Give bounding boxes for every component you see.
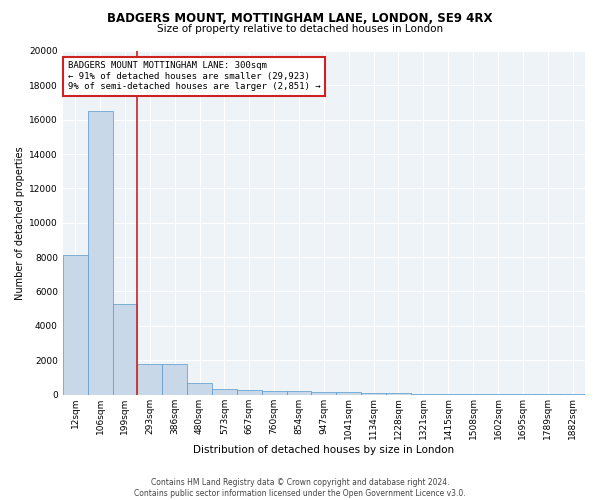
X-axis label: Distribution of detached houses by size in London: Distribution of detached houses by size …: [193, 445, 454, 455]
Bar: [88, 111, 113, 395]
Bar: [162, 364, 187, 394]
Bar: [212, 388, 237, 394]
Bar: [337, 392, 361, 394]
Text: Size of property relative to detached houses in London: Size of property relative to detached ho…: [157, 24, 443, 34]
Bar: [287, 392, 311, 394]
Bar: [137, 364, 162, 394]
Bar: [187, 382, 212, 394]
Bar: [311, 392, 337, 394]
Bar: [63, 256, 88, 394]
Text: Contains HM Land Registry data © Crown copyright and database right 2024.
Contai: Contains HM Land Registry data © Crown c…: [134, 478, 466, 498]
Bar: [237, 390, 262, 394]
Bar: [262, 391, 287, 394]
Text: BADGERS MOUNT, MOTTINGHAM LANE, LONDON, SE9 4RX: BADGERS MOUNT, MOTTINGHAM LANE, LONDON, …: [107, 12, 493, 26]
Bar: [361, 393, 386, 394]
Bar: [113, 304, 137, 394]
Bar: [386, 393, 411, 394]
Text: BADGERS MOUNT MOTTINGHAM LANE: 300sqm
← 91% of detached houses are smaller (29,9: BADGERS MOUNT MOTTINGHAM LANE: 300sqm ← …: [68, 62, 320, 91]
Y-axis label: Number of detached properties: Number of detached properties: [15, 146, 25, 300]
